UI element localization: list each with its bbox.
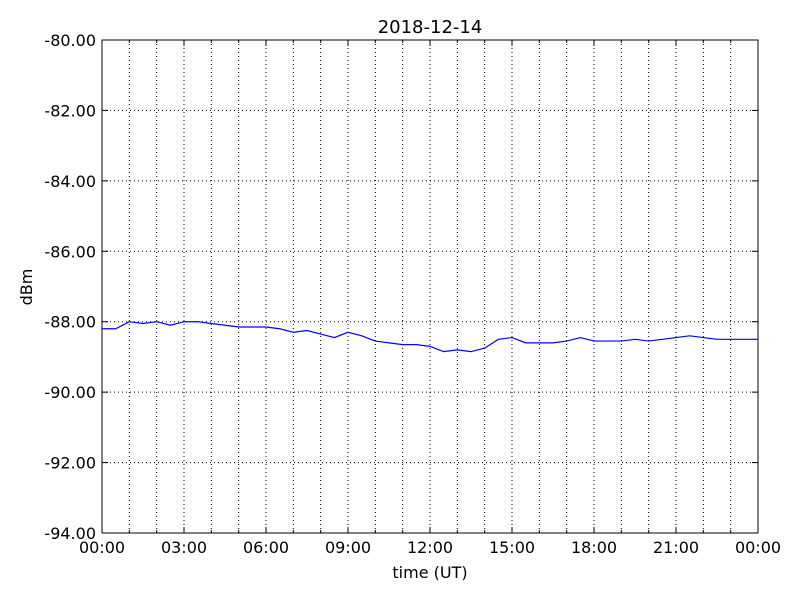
x-tick-label: 15:00 (489, 538, 535, 557)
x-tick-label: 12:00 (407, 538, 453, 557)
y-tick-label: -94.00 (44, 524, 96, 543)
chart-title: 2018-12-14 (378, 17, 483, 38)
y-tick-label: -80.00 (44, 31, 96, 50)
y-tick-label: -86.00 (44, 242, 96, 261)
data-line (102, 321, 758, 353)
x-tick-label: 06:00 (243, 538, 289, 557)
y-tick-label: -84.00 (44, 172, 96, 191)
x-tick-label: 00:00 (79, 538, 125, 557)
x-axis-label: time (UT) (392, 563, 467, 582)
plot-frame (101, 39, 759, 534)
y-tick-label: -82.00 (44, 101, 96, 120)
x-tick-label: 03:00 (161, 538, 207, 557)
y-tick-label: -92.00 (44, 454, 96, 473)
x-tick-label: 00:00 (735, 538, 781, 557)
y-tick-label: -88.00 (44, 313, 96, 332)
x-tick-label: 09:00 (325, 538, 371, 557)
y-tick-label: -90.00 (44, 383, 96, 402)
y-axis-label: dBm (17, 269, 36, 306)
x-tick-label: 21:00 (653, 538, 699, 557)
x-tick-label: 18:00 (571, 538, 617, 557)
